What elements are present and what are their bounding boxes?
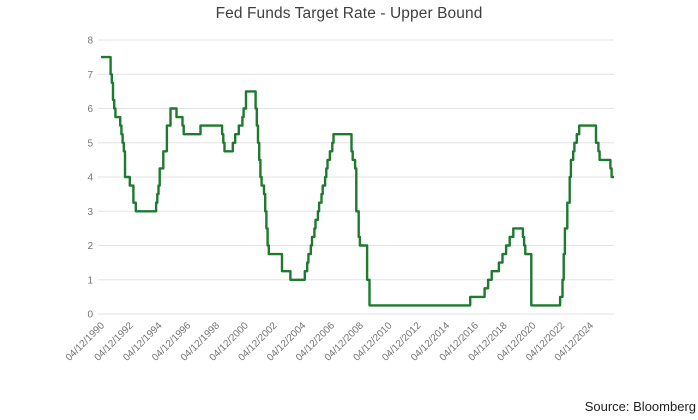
- y-axis-label-2: 2: [87, 241, 93, 252]
- y-axis-label-6: 6: [87, 104, 93, 115]
- chart-title: Fed Funds Target Rate - Upper Bound: [215, 5, 483, 22]
- y-axis-label-0: 0: [87, 310, 93, 321]
- y-axis-label-8: 8: [87, 36, 93, 47]
- y-axis-label-3: 3: [87, 207, 93, 218]
- source-note: Source: Bloomberg: [584, 399, 696, 414]
- fed-funds-rate-line: [101, 55, 614, 307]
- y-axis-label-5: 5: [87, 138, 93, 149]
- y-axis-label-4: 4: [87, 173, 93, 184]
- y-axis-label-7: 7: [87, 70, 93, 81]
- y-axis-label-1: 1: [87, 275, 93, 286]
